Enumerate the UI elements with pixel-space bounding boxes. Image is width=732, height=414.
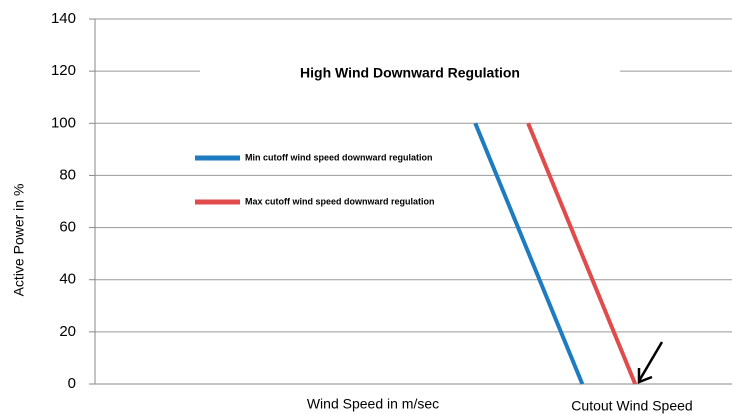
y-axis-label: Active Power in % [11, 184, 27, 297]
annotation-arrow [637, 341, 664, 384]
y-tick-label: 140 [51, 10, 76, 27]
y-tick-label: 60 [59, 219, 76, 236]
y-tick-label: 0 [68, 375, 76, 392]
y-tick-label: 20 [59, 323, 76, 340]
y-tick-label: 80 [59, 166, 76, 183]
y-tick-label: 40 [59, 271, 76, 288]
title-background [200, 58, 620, 90]
chart-title: High Wind Downward Regulation [300, 65, 520, 81]
x-axis-label: Wind Speed in m/sec [307, 396, 439, 412]
y-tick-label: 120 [51, 62, 76, 79]
data-line [473, 122, 585, 385]
legend-label: Min cutoff wind speed downward regulatio… [245, 152, 433, 162]
data-line [526, 122, 638, 385]
legend-label: Max cutoff wind speed downward regulatio… [245, 196, 435, 206]
y-tick-label: 100 [51, 114, 76, 131]
annotation: Cutout Wind Speed [571, 398, 692, 414]
